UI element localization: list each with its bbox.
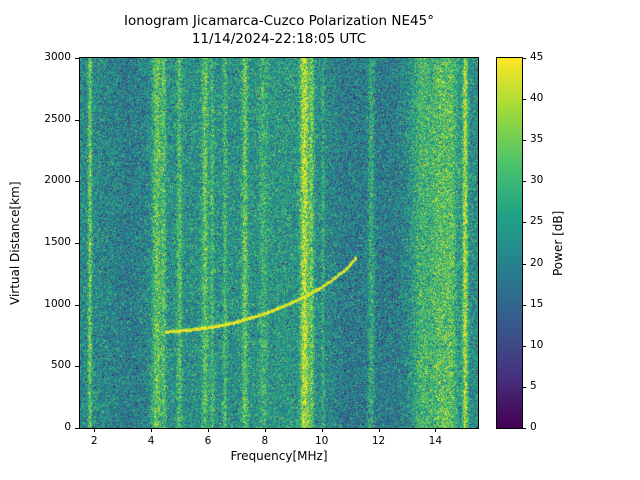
colorbar-tick-mark bbox=[522, 140, 526, 142]
y-tick-label: 0 bbox=[64, 421, 71, 433]
x-tick-mark bbox=[94, 428, 96, 432]
colorbar-tick-mark bbox=[522, 304, 526, 306]
y-tick-label: 500 bbox=[50, 359, 71, 372]
x-tick-mark bbox=[151, 428, 153, 432]
x-tick-mark bbox=[207, 428, 209, 432]
heatmap-canvas bbox=[80, 58, 478, 428]
colorbar-tick-mark bbox=[522, 99, 526, 101]
y-tick-label: 2500 bbox=[44, 112, 71, 125]
x-tick-label: 12 bbox=[371, 435, 386, 447]
x-tick-mark bbox=[435, 428, 437, 432]
colorbar-tick-mark bbox=[522, 428, 526, 429]
colorbar-tick-mark bbox=[522, 345, 526, 347]
colorbar-tick-mark bbox=[522, 263, 526, 265]
y-tick-mark bbox=[75, 304, 79, 306]
colorbar-tick-label: 5 bbox=[530, 379, 537, 392]
x-tick-label: 8 bbox=[261, 435, 269, 447]
y-axis-label: Virtual Distance[km] bbox=[8, 181, 22, 305]
colorbar bbox=[496, 57, 523, 429]
y-tick-label: 1000 bbox=[44, 297, 71, 310]
y-tick-mark bbox=[75, 428, 79, 429]
x-tick-label: 6 bbox=[204, 435, 212, 447]
y-tick-label: 1500 bbox=[44, 236, 71, 248]
colorbar-tick-label: 45 bbox=[530, 51, 544, 63]
x-tick-label: 4 bbox=[147, 435, 155, 447]
x-tick-mark bbox=[264, 428, 266, 432]
colorbar-tick-mark bbox=[522, 58, 526, 59]
x-tick-label: 2 bbox=[90, 435, 98, 447]
x-tick-mark bbox=[378, 428, 380, 432]
colorbar-tick-label: 10 bbox=[530, 338, 544, 351]
y-tick-label: 3000 bbox=[44, 51, 71, 63]
y-tick-mark bbox=[75, 58, 79, 59]
y-tick-mark bbox=[75, 181, 79, 183]
y-tick-label: 2000 bbox=[44, 174, 71, 187]
colorbar-tick-label: 15 bbox=[530, 297, 544, 310]
colorbar-tick-label: 35 bbox=[530, 133, 544, 146]
x-tick-label: 10 bbox=[314, 435, 329, 447]
colorbar-tick-label: 30 bbox=[530, 174, 544, 187]
colorbar-tick-label: 0 bbox=[530, 421, 537, 433]
colorbar-tick-mark bbox=[522, 222, 526, 224]
colorbar-tick-label: 20 bbox=[530, 256, 544, 269]
colorbar-tick-label: 25 bbox=[530, 215, 544, 228]
plot-area bbox=[79, 57, 479, 429]
chart-subtitle: 11/14/2024-22:18:05 UTC bbox=[191, 31, 367, 47]
chart-title: Ionogram Jicamarca-Cuzco Polarization NE… bbox=[124, 13, 434, 29]
x-tick-mark bbox=[321, 428, 323, 432]
colorbar-tick-label: 40 bbox=[530, 92, 544, 105]
colorbar-canvas bbox=[497, 58, 522, 428]
x-axis-label: Frequency[MHz] bbox=[230, 449, 328, 463]
y-tick-mark bbox=[75, 119, 79, 121]
colorbar-tick-mark bbox=[522, 386, 526, 388]
y-tick-mark bbox=[75, 243, 79, 244]
y-tick-mark bbox=[75, 366, 79, 368]
colorbar-label: Power [dB] bbox=[551, 210, 565, 276]
x-tick-label: 14 bbox=[428, 435, 443, 447]
colorbar-tick-mark bbox=[522, 181, 526, 183]
